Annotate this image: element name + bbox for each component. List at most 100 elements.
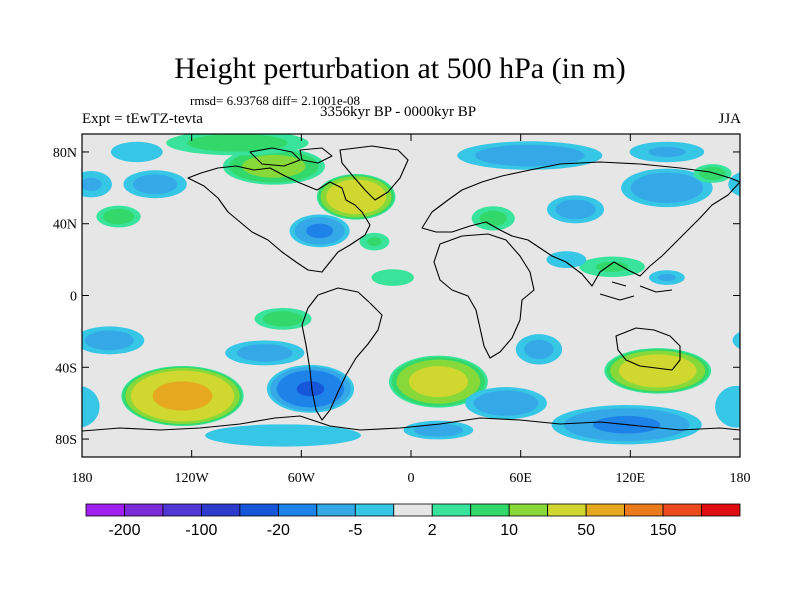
anomaly-0 xyxy=(121,365,244,427)
contour-6-1 xyxy=(132,174,178,195)
colorbar-swatch-11 xyxy=(508,503,549,517)
period-label: 3356kyr BP - 0000kyr BP xyxy=(320,104,477,120)
anomaly-3 xyxy=(166,134,309,156)
coastline-australia xyxy=(615,327,681,371)
x-tick-label-4: 60E xyxy=(509,471,532,486)
contour-5-1 xyxy=(102,208,135,225)
coastline-north-america xyxy=(187,165,371,273)
anomaly-6 xyxy=(123,170,187,199)
y-tick-label-3: 40S xyxy=(55,361,77,376)
anomaly-19 xyxy=(515,334,563,365)
contour-13-1 xyxy=(84,330,135,351)
stats-line: rmsd= 6.93768 diff= 2.1001e-08 xyxy=(190,93,361,108)
y-tick-label-1: 40N xyxy=(53,218,77,233)
anomaly-18 xyxy=(465,387,547,420)
anomaly-1 xyxy=(316,174,396,220)
colorbar-label-6: 50 xyxy=(577,522,595,539)
y-tick-label-2: 0 xyxy=(70,290,77,305)
contour-26-1 xyxy=(699,166,727,181)
colorbar-label-4: 2 xyxy=(428,522,437,539)
colorbar-swatch-12 xyxy=(547,503,587,517)
contour-8-2 xyxy=(306,223,334,239)
colorbar-label-3: -5 xyxy=(348,522,362,539)
contour-10-0 xyxy=(371,269,414,286)
colorbar-swatch-16 xyxy=(701,503,741,517)
anomaly-11 xyxy=(254,307,312,330)
colorbar-swatch-15 xyxy=(662,503,702,517)
anomaly-10 xyxy=(371,269,414,286)
anomaly-31 xyxy=(546,251,587,268)
coastline-africa xyxy=(433,233,535,359)
anomaly-24 xyxy=(629,141,705,163)
coastlines xyxy=(82,145,740,432)
y-tick-label-0: 80N xyxy=(53,146,77,161)
colorbar-label-0: -200 xyxy=(108,522,140,539)
contour-wrap-7-0 xyxy=(728,172,740,197)
coastline-antarctica xyxy=(82,415,740,432)
season-label: JJA xyxy=(718,111,741,127)
contour-18-1 xyxy=(473,390,539,416)
contour-wrap-7-1 xyxy=(738,181,740,188)
contour-27-1 xyxy=(555,199,596,220)
x-tick-label-0: 180 xyxy=(72,471,93,486)
contour-11-1 xyxy=(262,311,304,327)
x-tick-label-3: 0 xyxy=(408,471,415,486)
colorbar-swatch-9 xyxy=(431,503,472,517)
colorbar-swatch-1 xyxy=(124,503,164,517)
colorbar: -200 -100 -20 -5 2 10 50 150 xyxy=(85,503,741,539)
experiment-label: Expt = tEwTZ-tevta xyxy=(82,111,203,127)
anomaly-20 xyxy=(604,348,712,394)
colorbar-swatch-0 xyxy=(85,503,125,517)
coastline-greenland xyxy=(339,145,409,201)
contour-3-1 xyxy=(186,134,288,152)
anomaly-13 xyxy=(82,326,740,355)
colorbar-swatch-14 xyxy=(624,503,664,517)
colorbar-swatch-4 xyxy=(239,503,279,517)
contour-0-4 xyxy=(152,381,213,411)
coastline-europe-asia xyxy=(421,161,740,287)
anomaly-4 xyxy=(110,141,163,163)
colorbar-label-1: -100 xyxy=(185,522,217,539)
colorbar-label-5: 10 xyxy=(500,522,518,539)
anomaly-28 xyxy=(471,206,515,231)
contour-28-1 xyxy=(479,210,507,227)
contour-20-3 xyxy=(618,354,697,388)
anomaly-8 xyxy=(289,214,350,248)
anomaly-26 xyxy=(693,164,732,183)
anomaly-23 xyxy=(457,141,603,170)
anomaly-15 xyxy=(205,424,361,447)
contour-2-2 xyxy=(242,154,306,178)
anomaly-7 xyxy=(82,171,740,198)
coastline-arctic-islands xyxy=(249,147,333,167)
anomaly-5 xyxy=(96,205,141,228)
contour-4-0 xyxy=(110,141,163,163)
contour-16-3 xyxy=(408,366,468,398)
anomaly-12 xyxy=(225,340,305,366)
anomaly-22 xyxy=(82,385,740,428)
colorbar-swatch-8 xyxy=(393,503,433,517)
contour-31-0 xyxy=(546,251,587,268)
colorbar-swatch-3 xyxy=(201,503,241,517)
anomaly-17 xyxy=(403,420,474,440)
coastline-south-america xyxy=(301,287,383,421)
y-tick-label-4: 80S xyxy=(55,433,77,448)
contour-wrap-13-0 xyxy=(732,331,740,349)
contour-24-1 xyxy=(648,146,686,158)
contour-25-1 xyxy=(630,172,704,204)
chart-title: Height perturbation at 500 hPa (in m) xyxy=(174,52,626,85)
x-tick-label-2: 60W xyxy=(288,471,316,486)
x-tick-label-5: 120E xyxy=(616,471,646,486)
colorbar-label-7: 150 xyxy=(650,522,677,539)
coastline-indonesia xyxy=(599,281,673,301)
colorbar-label-2: -20 xyxy=(267,522,290,539)
colorbar-swatch-6 xyxy=(316,503,356,517)
anomaly-30 xyxy=(648,270,685,285)
contour-7-1 xyxy=(82,177,102,191)
contour-14-3 xyxy=(296,381,325,397)
contour-22-0 xyxy=(715,385,740,428)
contour-wrap-22-0 xyxy=(82,386,100,428)
x-tick-label-1: 120W xyxy=(175,471,210,486)
colorbar-swatch-10 xyxy=(470,503,510,517)
colorbar-swatch-5 xyxy=(277,503,318,517)
